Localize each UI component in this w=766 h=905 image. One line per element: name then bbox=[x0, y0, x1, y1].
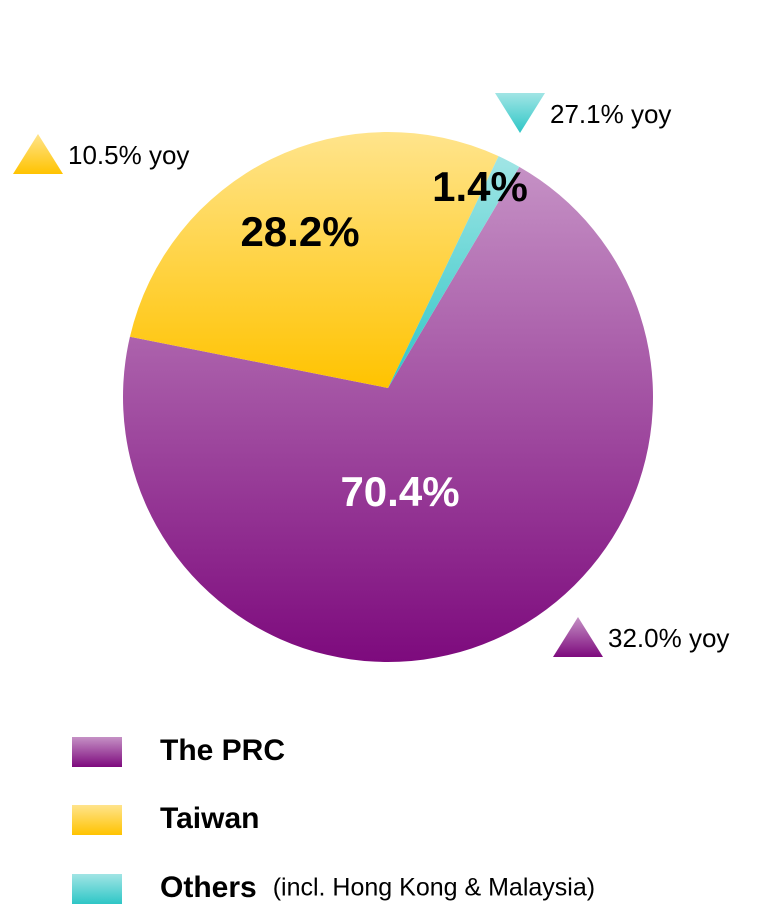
legend-swatch bbox=[72, 874, 122, 904]
yoy-annotation: 32.0% yoy bbox=[608, 623, 729, 653]
yoy-arrow bbox=[13, 134, 63, 174]
value-label: 1.4% bbox=[432, 163, 528, 210]
legend-label: The PRC bbox=[160, 734, 285, 767]
legend-swatch bbox=[72, 737, 122, 767]
legend-note: (incl. Hong Kong & Malaysia) bbox=[273, 874, 595, 902]
value-label: 28.2% bbox=[240, 208, 359, 255]
pie-slice bbox=[123, 166, 654, 662]
value-label: 70.4% bbox=[340, 468, 459, 515]
yoy-annotation: 27.1% yoy bbox=[550, 99, 671, 129]
legend-label: Others bbox=[160, 871, 257, 904]
legend-label: Taiwan bbox=[160, 802, 259, 835]
legend-swatch bbox=[72, 805, 122, 835]
yoy-annotation: 10.5% yoy bbox=[68, 140, 189, 170]
pie-slice bbox=[129, 131, 499, 389]
pie-slice bbox=[388, 156, 520, 388]
yoy-arrow bbox=[553, 617, 603, 657]
yoy-arrow bbox=[495, 93, 545, 133]
